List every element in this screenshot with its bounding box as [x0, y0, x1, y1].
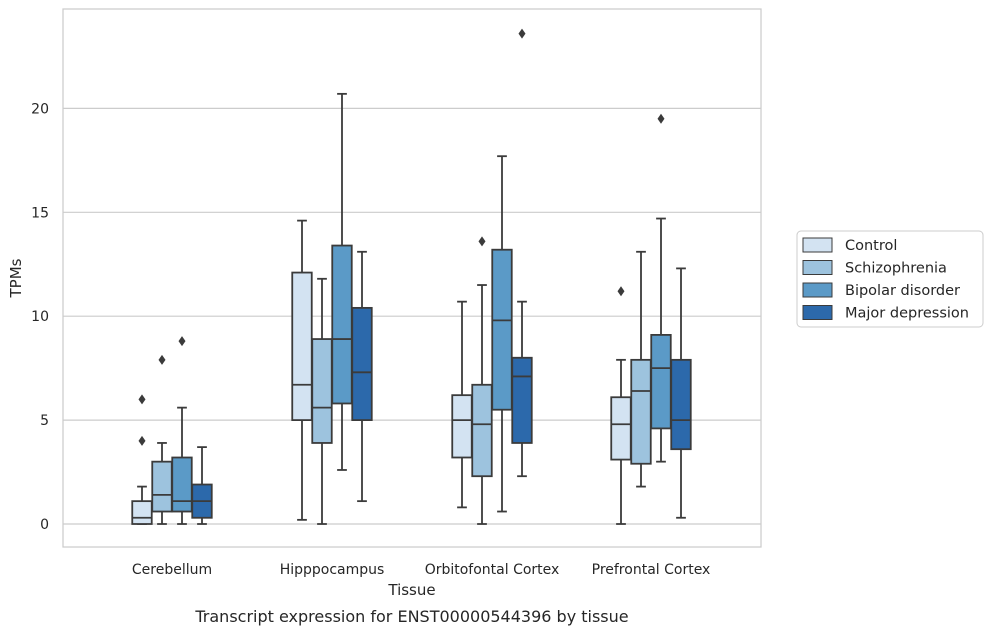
box-iqr	[511, 356, 533, 444]
box-control	[291, 219, 313, 521]
legend-swatch	[802, 260, 833, 275]
outlier-point	[178, 336, 186, 347]
outlier-point	[138, 435, 146, 446]
box-iqr	[451, 394, 473, 459]
box-bipolar-disorder	[331, 92, 353, 471]
y-tick-label: 0	[40, 517, 49, 533]
box-iqr	[331, 244, 353, 405]
box-schizophrenia	[311, 277, 333, 525]
box-iqr	[131, 500, 153, 525]
box-iqr	[171, 456, 193, 513]
outlier-point	[657, 113, 665, 124]
box-bipolar-disorder	[171, 336, 193, 525]
chart-caption: Transcript expression for ENST0000054439…	[194, 607, 628, 626]
box-iqr	[291, 271, 313, 422]
plot-frame	[62, 8, 762, 548]
box-iqr	[630, 358, 652, 465]
legend-swatch	[802, 282, 833, 298]
y-tick-label: 15	[31, 205, 49, 221]
outlier-point	[478, 236, 486, 247]
box-major-depression	[670, 267, 692, 519]
box-major-depression	[191, 446, 213, 525]
box-iqr	[351, 306, 373, 421]
box-iqr	[610, 396, 632, 461]
x-tick-labels: Cerebellum Hipppocampus Orbitofontal Corte…	[132, 562, 710, 578]
box-schizophrenia	[151, 354, 173, 525]
outlier-point	[138, 394, 146, 405]
legend-label: Major depression	[845, 306, 969, 322]
x-tick-label: Cerebellum	[132, 562, 212, 578]
box-control	[610, 286, 632, 525]
legend-label: Bipolar disorder	[845, 283, 960, 299]
outlier-point	[158, 354, 166, 365]
box-bipolar-disorder	[650, 113, 672, 463]
legend-label: Schizophrenia	[845, 261, 947, 277]
box-major-depression	[511, 28, 533, 478]
outlier-point	[617, 286, 625, 297]
box-schizophrenia	[471, 236, 493, 525]
legend-swatch	[802, 305, 833, 320]
y-tick-label: 10	[31, 309, 49, 325]
legend-frame	[796, 230, 984, 328]
legend: Control Schizophrenia Bipolar disorder Majo…	[796, 230, 984, 328]
boxes-group	[131, 28, 692, 525]
box-iqr	[151, 460, 173, 513]
box-control	[131, 394, 153, 525]
box-iqr	[670, 358, 692, 451]
x-tick-label: Hipppocampus	[280, 562, 385, 578]
legend-swatch	[802, 237, 833, 253]
legend-label: Control	[845, 238, 897, 254]
x-axis-label: Tissue	[387, 581, 435, 599]
box-iqr	[491, 248, 513, 411]
outlier-point	[518, 28, 526, 39]
box-iqr	[471, 383, 493, 478]
box-control	[451, 300, 473, 509]
y-tick-label: 5	[40, 413, 49, 429]
box-iqr	[650, 334, 672, 430]
box-major-depression	[351, 250, 373, 503]
box-bipolar-disorder	[491, 155, 513, 513]
y-tick-labels: 0 5 10 15 20	[31, 101, 49, 533]
x-tick-label: Orbitofontal Cortex	[425, 562, 560, 578]
x-tick-label: Prefrontal Cortex	[592, 562, 711, 578]
box-iqr	[311, 338, 333, 444]
y-axis-label: TPMs	[7, 258, 25, 298]
box-schizophrenia	[630, 250, 652, 488]
y-tick-label: 20	[31, 101, 49, 117]
